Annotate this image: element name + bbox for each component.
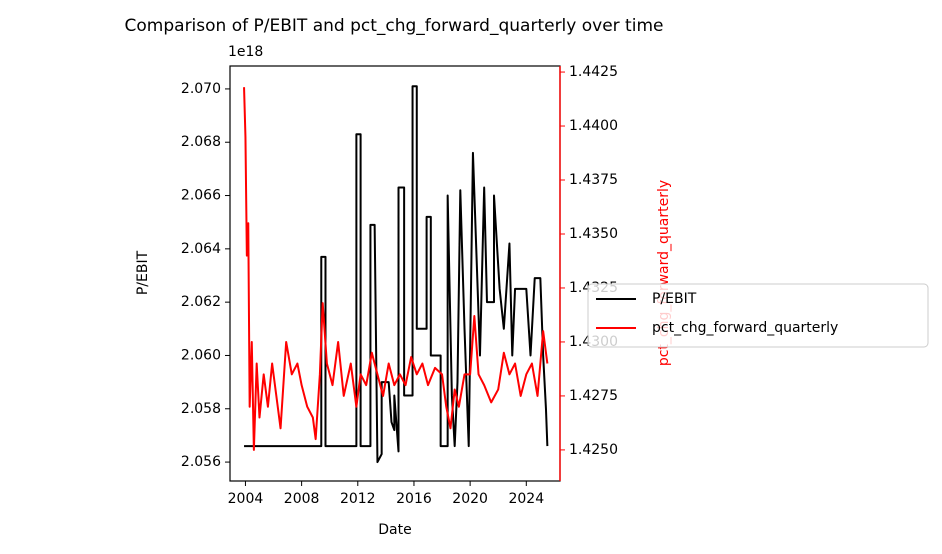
legend-label: P/EBIT xyxy=(652,291,697,307)
legend-box xyxy=(587,283,929,348)
x-tick-label: 2004 xyxy=(228,491,264,507)
y-tick-label: 2.066 xyxy=(181,188,221,204)
x-tick-label: 2024 xyxy=(508,491,544,507)
y2-tick-label: 1.4375 xyxy=(569,172,618,188)
series-line xyxy=(244,85,549,464)
y-tick-label: 2.058 xyxy=(181,401,221,417)
y-offset-label: 1e18 xyxy=(228,44,263,60)
x-tick-label: 2008 xyxy=(284,491,320,507)
y2-tick-label: 1.4275 xyxy=(569,388,618,404)
y-tick-label: 2.062 xyxy=(181,294,221,310)
legend-label: pct_chg_forward_quarterly xyxy=(652,320,838,336)
y-tick-label: 2.056 xyxy=(181,454,221,470)
series-line xyxy=(243,87,549,451)
legend: P/EBIT pct_chg_forward_quarterly xyxy=(587,283,929,348)
x-tick-label: 2020 xyxy=(452,491,488,507)
y-axis-label: P/EBIT xyxy=(135,250,151,295)
y-tick-label: 2.070 xyxy=(181,81,221,97)
y2-tick-label: 1.4250 xyxy=(569,442,618,458)
y-tick-label: 2.068 xyxy=(181,134,221,150)
x-tick-label: 2012 xyxy=(340,491,376,507)
y-tick-label: 2.060 xyxy=(181,347,221,363)
x-axis-label: Date xyxy=(378,522,411,538)
y2-tick-label: 1.4350 xyxy=(569,226,618,242)
x-tick-label: 2016 xyxy=(396,491,432,507)
y2-tick-label: 1.4400 xyxy=(569,118,618,134)
y2-tick-label: 1.4425 xyxy=(569,64,618,80)
y-tick-label: 2.064 xyxy=(181,241,221,257)
chart-title: Comparison of P/EBIT and pct_chg_forward… xyxy=(125,16,664,36)
